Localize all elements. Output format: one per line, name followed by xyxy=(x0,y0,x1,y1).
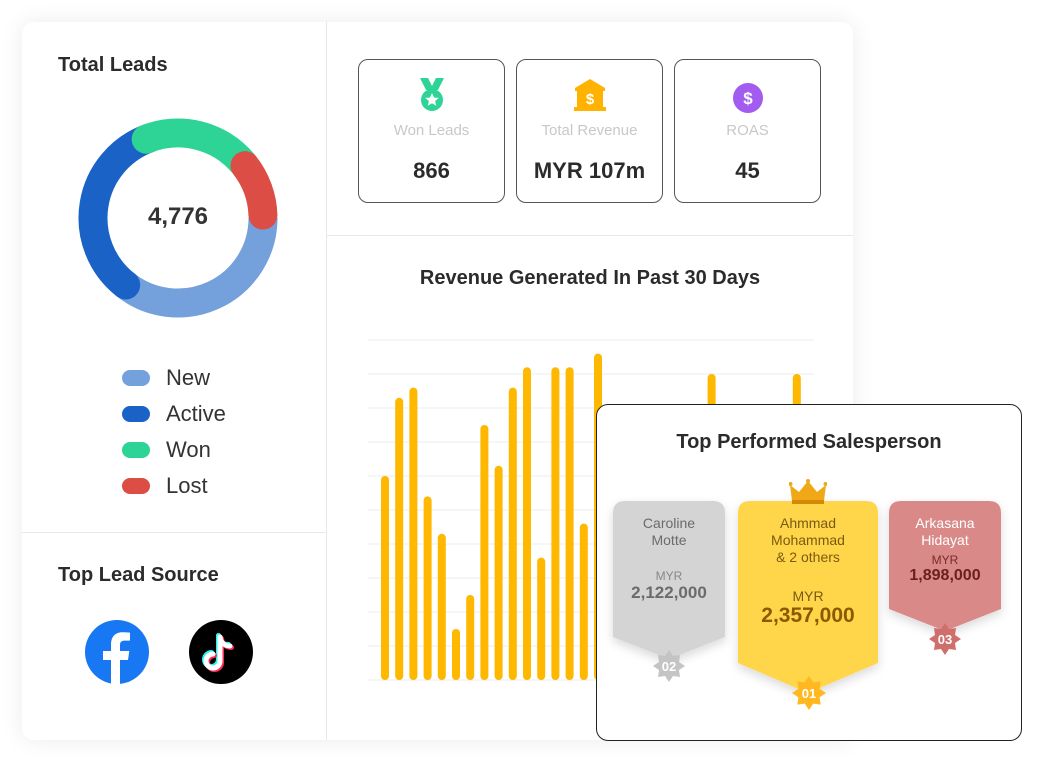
legend-label: New xyxy=(166,365,211,390)
stat-label: Won Leads xyxy=(393,122,470,139)
divider xyxy=(327,235,853,236)
legend-item-active: Active xyxy=(122,396,226,432)
salesperson-rank-2: Caroline Motte MYR 2,122,000 xyxy=(613,515,725,603)
salesperson-name: Ahmmad xyxy=(779,515,837,531)
stat-card-won-leads: Won Leads 866 xyxy=(358,59,505,203)
svg-text:$: $ xyxy=(585,91,594,108)
bank-icon: $ xyxy=(573,78,607,117)
legend-swatch xyxy=(122,406,150,422)
bar-day-6 xyxy=(452,629,460,680)
currency-label: MYR xyxy=(655,569,683,583)
salesperson-name: Caroline xyxy=(642,515,696,531)
donut-segment-lost xyxy=(230,151,278,230)
podium-shapes xyxy=(613,501,1001,693)
sales-amount: 2,122,000 xyxy=(631,583,707,602)
legend-swatch xyxy=(122,442,150,458)
top-salesperson-card: Top Performed Salesperson Caroline Motte… xyxy=(596,404,1022,741)
stat-value: MYR 107m xyxy=(533,158,646,183)
legend-label: Lost xyxy=(166,473,208,498)
salesperson-name: Motte xyxy=(651,532,687,548)
facebook-icon[interactable] xyxy=(85,620,149,684)
legend-swatch xyxy=(122,370,150,386)
bar-day-12 xyxy=(537,557,546,680)
divider xyxy=(22,532,327,533)
medal-icon xyxy=(417,78,447,117)
chart-title: Revenue Generated In Past 30 Days xyxy=(419,267,761,289)
salesperson-rank-1: Ahmmad Mohammad & 2 others MYR 2,357,000 xyxy=(738,515,878,628)
rank-number: 01 xyxy=(801,685,817,701)
bar-day-2 xyxy=(395,397,404,680)
bar-day-13 xyxy=(551,367,560,680)
bar-day-8 xyxy=(480,425,489,680)
lead-source-title: Top Lead Source xyxy=(58,564,219,586)
rank-badge-1: 01 xyxy=(791,675,827,711)
legend-item-lost: Lost xyxy=(122,468,226,504)
donut-segment-active xyxy=(78,123,164,300)
bar-day-5 xyxy=(437,533,446,680)
rank-badge-3: 03 xyxy=(928,622,962,656)
stat-card-roas: $ ROAS 45 xyxy=(674,59,821,203)
legend-label: Active xyxy=(166,401,226,426)
sales-amount: 1,898,000 xyxy=(909,567,981,584)
bar-day-9 xyxy=(494,465,503,680)
crown-icon xyxy=(788,479,828,510)
svg-text:$: $ xyxy=(743,89,753,108)
rank-badge-2: 02 xyxy=(652,649,686,683)
total-leads-value: 4,776 xyxy=(147,203,209,230)
stat-card-total-revenue: $ Total Revenue MYR 107m xyxy=(516,59,663,203)
salesperson-name: Hidayat xyxy=(921,532,969,548)
bar-day-1 xyxy=(381,476,389,680)
bar-day-11 xyxy=(523,367,531,680)
dashboard-card: Total Leads 4,776 New Active Won Lost To… xyxy=(22,22,853,740)
donut-segment-new xyxy=(114,217,278,318)
donut-legend: New Active Won Lost xyxy=(122,360,226,504)
bar-day-14 xyxy=(565,367,574,680)
total-leads-title: Total Leads xyxy=(58,54,168,76)
rank-number: 03 xyxy=(937,631,953,647)
salesperson-rank-3: Arkasana Hidayat MYR 1,898,000 xyxy=(889,515,1001,585)
stat-value: 866 xyxy=(413,158,450,183)
leads-donut-chart xyxy=(78,118,278,318)
legend-label: Won xyxy=(166,437,211,462)
stat-label: Total Revenue xyxy=(541,122,638,139)
leads-panel: Total Leads 4,776 New Active Won Lost To… xyxy=(22,22,327,740)
salesperson-name: & 2 others xyxy=(776,549,840,565)
sales-amount: 2,357,000 xyxy=(761,604,855,627)
tiktok-icon[interactable] xyxy=(189,620,253,684)
legend-item-new: New xyxy=(122,360,226,396)
stat-label: ROAS xyxy=(726,122,769,139)
currency-label: MYR xyxy=(931,553,959,567)
rank-number: 02 xyxy=(661,658,677,674)
bar-day-10 xyxy=(508,387,517,680)
dollar-icon: $ xyxy=(732,82,764,119)
stat-value: 45 xyxy=(735,158,760,183)
salesperson-name: Arkasana xyxy=(915,515,975,531)
top-salesperson-title: Top Performed Salesperson xyxy=(676,431,942,453)
currency-label: MYR xyxy=(792,588,824,604)
salesperson-name: Mohammad xyxy=(771,532,845,548)
bar-day-3 xyxy=(409,387,418,680)
bar-day-7 xyxy=(466,595,475,680)
legend-swatch xyxy=(122,478,150,494)
bar-day-15 xyxy=(579,523,588,680)
legend-item-won: Won xyxy=(122,432,226,468)
bar-day-4 xyxy=(423,496,432,680)
donut-segment-won xyxy=(131,118,258,178)
